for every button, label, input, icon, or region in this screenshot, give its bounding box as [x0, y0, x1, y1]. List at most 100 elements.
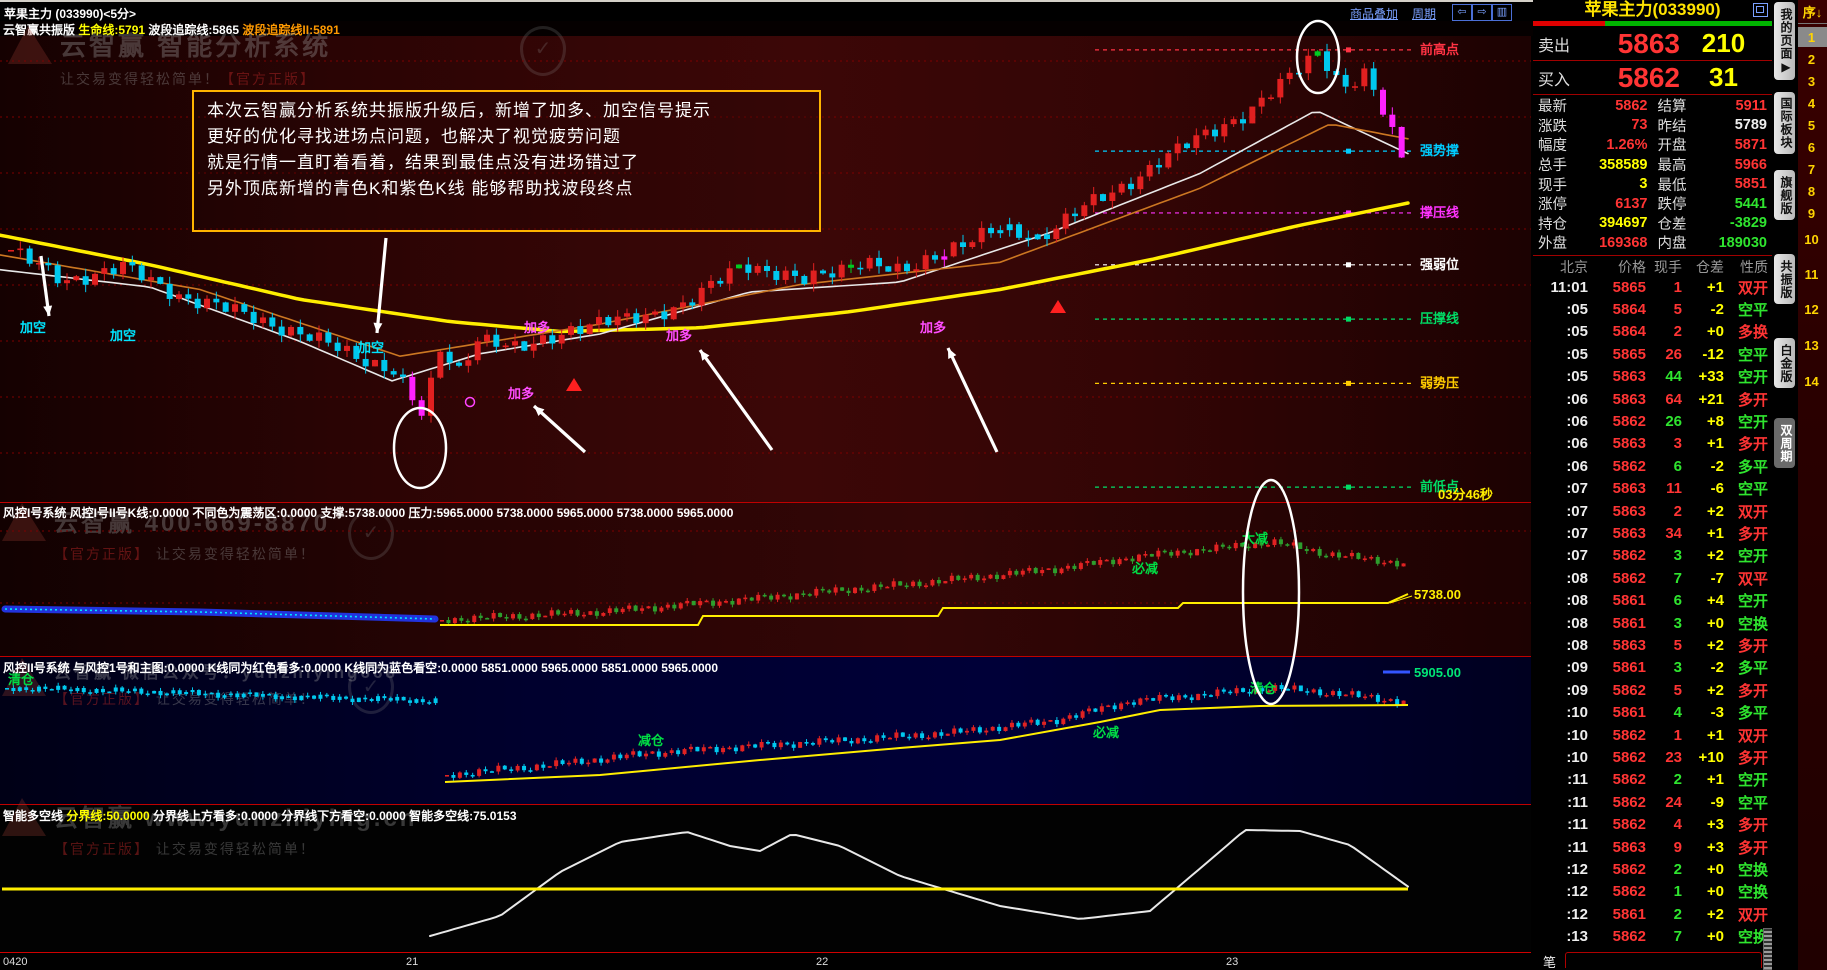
tick-row: :10 5861 4 -3 多平 [1566, 704, 1768, 723]
ask-label: 卖出 [1538, 37, 1571, 55]
overlay-link[interactable]: 商品叠加 [1350, 7, 1399, 21]
watermark-shield: ✓ [348, 664, 394, 714]
ask-row: 卖出 5863 210 [1533, 28, 1772, 59]
watchlist-index[interactable]: 6 [1807, 140, 1816, 155]
prev-arrow-button[interactable]: ⇦ [1452, 4, 1472, 21]
stat-row: 持仓 394697 仓差 -3829 [1538, 215, 1767, 233]
buy-sell-ratio-bar [1533, 21, 1772, 26]
watchlist-index-column: 序↓ 1 2 3 4 5 6 7 8 9 10 11 12 13 14 [1798, 0, 1827, 970]
watchlist-index[interactable]: 14 [1804, 374, 1819, 389]
restore-window-icon[interactable] [1753, 3, 1768, 17]
watchlist-index[interactable]: 4 [1807, 96, 1816, 111]
tick-row: :09 5861 3 -2 多平 [1566, 659, 1768, 678]
ask-qty: 210 [1701, 28, 1746, 58]
edition-tab-5[interactable]: 白金版 [1774, 338, 1795, 388]
stat-row: 幅度 1.26% 开盘 5871 [1538, 136, 1767, 155]
watchlist-index[interactable]: 10 [1804, 232, 1819, 247]
edition-tab-2[interactable]: 国际板块 [1774, 92, 1795, 154]
watermark: 云智赢 微信公众号：yunzhiying668 【官方正版】 让交易变得轻松简单！ [54, 663, 398, 707]
bid-qty: 31 [1709, 62, 1738, 92]
quote-panel: 苹果主力(033990) 卖出 5863 210 买入 5862 31 最新 58… [1533, 0, 1772, 970]
sort-label[interactable]: 序↓ [1798, 2, 1827, 24]
tick-row: :05 5865 26 -12 空平 [1566, 345, 1768, 364]
header-segment: 波段追踪线:5865 [148, 23, 243, 37]
watchlist-index[interactable]: 7 [1807, 162, 1816, 177]
watermark-logo [2, 798, 46, 836]
watchlist-index[interactable]: 11 [1804, 267, 1819, 282]
split-view-button[interactable]: ▥ [1492, 4, 1512, 21]
time-axis-label: 22 [816, 956, 829, 968]
tick-row: :06 5863 64 +21 多开 [1566, 390, 1768, 409]
edition-tab-3[interactable]: 旗舰版 [1774, 170, 1795, 220]
time-axis [0, 952, 1531, 970]
watermark: 云智赢 智能分析系统 让交易变得轻松简单！【官方正版】 [60, 31, 332, 87]
stat-row: 总手 358589 最高 5966 [1538, 156, 1767, 175]
watchlist-index[interactable]: 9 [1807, 206, 1816, 221]
stat-row: 外盘 169368 内盘 189030 [1538, 234, 1767, 253]
quote-bottom-bar: 笔 [1533, 950, 1772, 970]
period-link[interactable]: 周期 [1412, 7, 1437, 21]
next-arrow-button[interactable]: ⇨ [1472, 4, 1492, 21]
stat-row: 涨跌 73 昨结 5789 [1538, 117, 1767, 135]
chart-titlebar: 苹果主力 (033990)<5分> 商品叠加 周期 ⇦ ⇨ ▥ [0, 0, 1533, 23]
tick-row: :07 5863 34 +1 多开 [1566, 525, 1768, 544]
edition-tab-4[interactable]: 共振版 [1774, 254, 1795, 304]
annotation-line: 更好的优化寻找进场点问题，也解决了视觉疲劳问题 [207, 127, 621, 146]
tick-row: :07 5862 3 +2 空开 [1566, 547, 1768, 566]
chart-area: 苹果主力 (033990)<5分> 商品叠加 周期 ⇦ ⇨ ▥ 云智赢共振版 生… [0, 0, 1536, 970]
watchlist-index[interactable]: 12 [1804, 302, 1819, 317]
tick-row: :12 5861 2 +2 双开 [1566, 905, 1768, 924]
header-segment: 波段追踪线II:5891 [242, 23, 340, 37]
tick-row: :05 5864 2 +0 多换 [1566, 323, 1768, 342]
header-segment: 分界线上方看多:0.0000 分界线下方看空:0.0000 智能多空线:75.0… [149, 809, 517, 823]
indicator-header: 云智赢共振版 生命线:5791 波段追踪线:5865 波段追踪线II:5891 [0, 21, 1536, 37]
time-axis-label: 23 [1226, 956, 1239, 968]
tick-row: :10 5862 1 +1 双开 [1566, 726, 1768, 745]
watchlist-selected-highlight [1798, 27, 1827, 47]
risk1-header: 风控I号系统 风控I号II号K线:0.0000 不同色为震荡区:0.0000 支… [0, 504, 1523, 520]
stat-row: 最新 5862 结算 5911 [1538, 97, 1767, 116]
stat-row: 现手 3 最低 5851 [1538, 176, 1767, 194]
tick-row: :06 5863 3 +1 多开 [1566, 435, 1768, 454]
watchlist-index[interactable]: 8 [1807, 184, 1816, 199]
watermark-logo [2, 503, 46, 541]
header-segment: 云智赢共振版 [3, 23, 79, 37]
watchlist-index[interactable]: 2 [1807, 52, 1816, 67]
edition-tab-6[interactable]: 双周期 [1774, 418, 1795, 468]
header-segment: 风控I号系统 风控I号II号K线:0.0000 不同色为震荡区:0.0000 支… [3, 506, 734, 520]
tick-row: :11 5862 4 +3 多开 [1567, 816, 1768, 835]
watchlist-index[interactable]: 1 [1807, 30, 1816, 45]
watermark-shield: ✓ [520, 26, 566, 76]
bid-label: 买入 [1538, 71, 1571, 89]
edition-tabstrip: 我的页面▶ 国际板块旗舰版共振版白金版双周期 [1772, 0, 1798, 970]
tick-row: :13 5862 7 +0 空换 [1566, 928, 1768, 947]
tick-row: :12 5862 2 +0 空换 [1566, 861, 1768, 880]
watchlist-index[interactable]: 13 [1804, 338, 1819, 353]
tick-row: :09 5862 5 +2 多开 [1566, 681, 1768, 700]
bid-row: 买入 5862 31 [1533, 62, 1772, 93]
tick-row: :08 5861 3 +0 空换 [1566, 614, 1768, 633]
tick-row: :05 5863 44 +33 空开 [1566, 368, 1768, 387]
annotation-box: 本次云智赢分析系统共振版升级后，新增了加多、加空信号提示 更好的优化寻找进场点问题… [192, 90, 821, 232]
watermark-logo [8, 26, 52, 64]
contract-title: 苹果主力 (033990)<5分> [4, 7, 137, 21]
tick-row: :05 5864 5 -2 空平 [1566, 301, 1768, 320]
tick-row: 11:01 5865 1 +1 双开 [1550, 278, 1768, 297]
header-segment: 分界线:50.0000 [66, 809, 150, 823]
header-segment: 生命线:5791 [78, 23, 149, 37]
tick-row: :08 5862 7 -7 双平 [1566, 569, 1768, 588]
watchlist-index[interactable]: 3 [1807, 74, 1816, 89]
bid-price: 5862 [1617, 61, 1680, 93]
risk2-header: 风控II号系统 与风控1号和主图:0.0000 K线同为红色看多:0.0000 … [0, 659, 1523, 675]
time-axis-label: 0420 [3, 956, 28, 968]
annotation-line: 就是行情一直盯着看着，结果到最佳点没有进场错过了 [207, 153, 639, 172]
header-segment: 智能多空线 [3, 809, 67, 823]
tab-pen[interactable]: 笔 [1543, 955, 1557, 970]
watchlist-index[interactable]: 5 [1807, 118, 1816, 133]
edition-tab-1[interactable]: 我的页面▶ [1774, 2, 1795, 80]
tick-row: :12 5862 1 +0 空换 [1566, 883, 1768, 902]
tick-table-header: 北京 价格 现手 仓差 性质 [1560, 259, 1768, 275]
tick-row: :06 5862 26 +8 空开 [1566, 413, 1768, 432]
tick-row: :11 5862 24 -9 空平 [1567, 793, 1768, 812]
